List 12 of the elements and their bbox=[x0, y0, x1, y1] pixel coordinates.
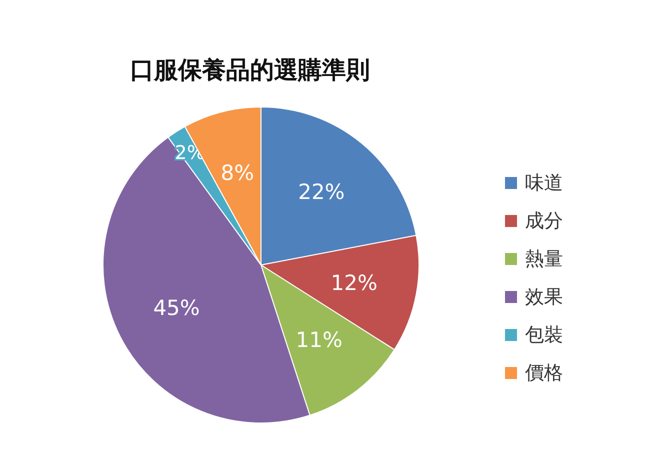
data-label: 8% bbox=[220, 161, 254, 186]
legend-label: 效果 bbox=[525, 286, 563, 308]
legend-label: 成分 bbox=[525, 210, 563, 232]
legend-label: 包裝 bbox=[525, 324, 563, 346]
data-label: 12% bbox=[330, 270, 378, 295]
data-label: 22% bbox=[298, 180, 345, 204]
legend-label: 價格 bbox=[525, 362, 563, 384]
legend-label: 熱量 bbox=[525, 248, 563, 270]
data-label: 11% bbox=[296, 328, 342, 352]
chart-title: 口服保養品的選購準則 bbox=[130, 56, 370, 84]
data-label: 45% bbox=[153, 296, 200, 320]
legend-label: 味道 bbox=[525, 172, 563, 194]
